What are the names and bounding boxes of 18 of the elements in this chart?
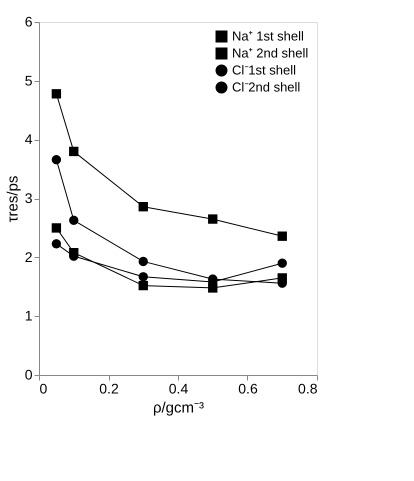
x-tick-label: 0.4 bbox=[168, 380, 188, 396]
legend-label: Cl⁻2nd shell bbox=[232, 80, 300, 94]
x-tick-label: 0 bbox=[40, 380, 48, 396]
x-tick-label: 0.2 bbox=[99, 380, 119, 396]
y-tick-label: 0 bbox=[24, 366, 33, 382]
x-tick-label: 0.6 bbox=[238, 380, 258, 396]
y-axis-title: τres/ps bbox=[4, 176, 22, 222]
y-tick-label: 2 bbox=[24, 248, 33, 265]
x-axis-title: ρ/gcm⁻³ bbox=[152, 400, 204, 416]
y-tick-label: 4 bbox=[24, 131, 33, 148]
legend-label: Cl⁻1st shell bbox=[232, 62, 296, 78]
legend-label: Na⁺ 1st shell bbox=[232, 28, 304, 44]
y-tick-label: 3 bbox=[24, 190, 33, 206]
y-tick-label: 5 bbox=[24, 72, 33, 88]
legend-label: Na⁺ 2nd shell bbox=[232, 46, 308, 60]
y-tick-label: 1 bbox=[24, 308, 33, 324]
y-tick-label: 6 bbox=[24, 14, 33, 30]
x-tick-label: 0.8 bbox=[298, 380, 318, 396]
